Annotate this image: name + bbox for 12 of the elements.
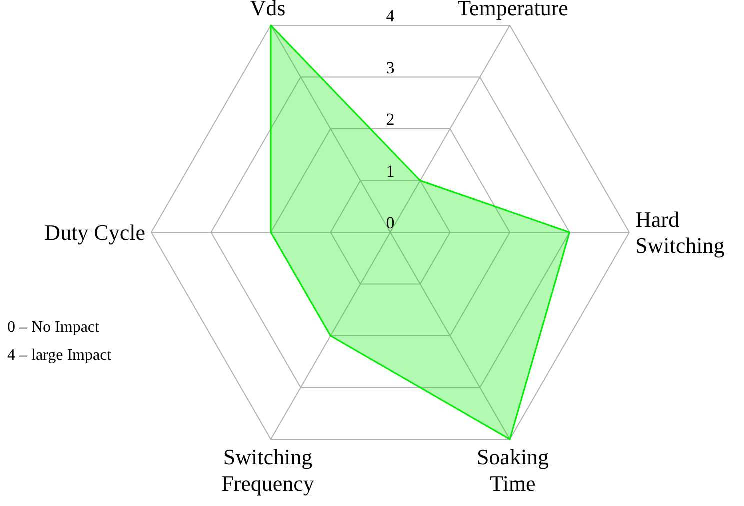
y-tick-label: 0 (386, 214, 395, 232)
y-tick-label: 1 (386, 162, 395, 181)
y-tick-label: 3 (386, 58, 395, 78)
spoke-label: Hard Switching (636, 206, 725, 258)
y-tick-label: 4 (386, 6, 396, 26)
spoke-label: Duty Cycle (44, 220, 146, 245)
text: 4 – large Impact (8, 347, 112, 364)
spoke-label: Soaking Time (476, 444, 550, 496)
spoke-label: Switching Frequency (222, 444, 314, 496)
y-tick-label: 2 (386, 110, 395, 130)
spoke-label: Temperature (458, 0, 568, 20)
text: 0 – No Impact (8, 319, 100, 336)
